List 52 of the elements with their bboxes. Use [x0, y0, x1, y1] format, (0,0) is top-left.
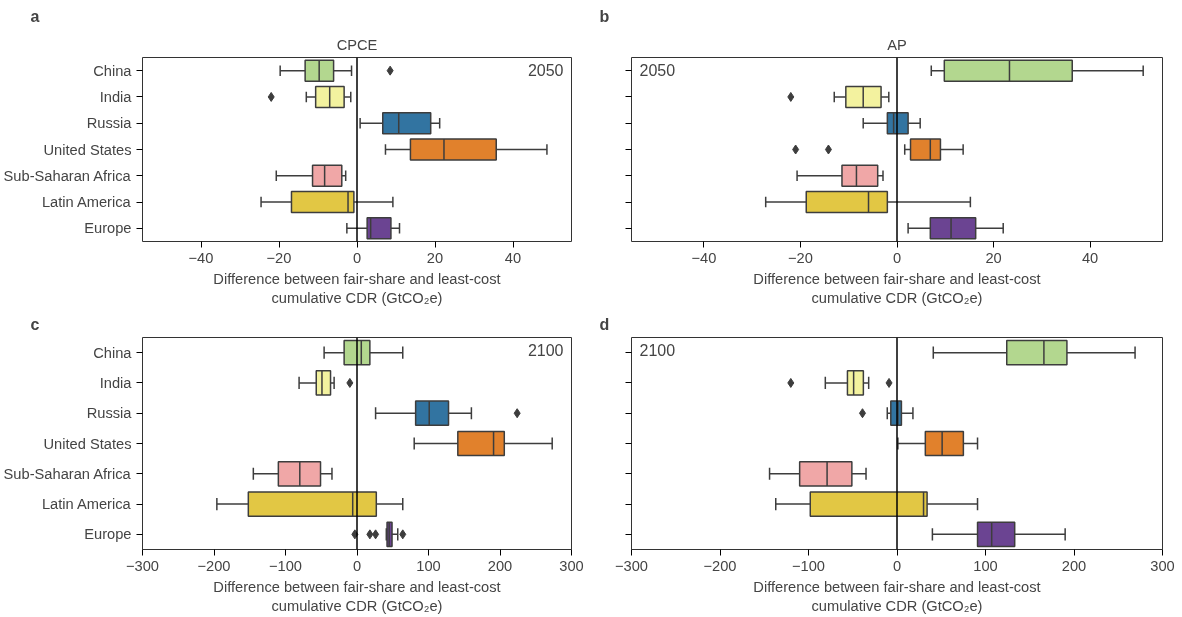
text: d: [599, 315, 610, 333]
x-axis-title: Difference between fair-share and least-cost cumulative CDR (GtCO₂e): [753, 578, 1041, 614]
annotation: 2050: [639, 61, 676, 79]
x-axis-title: Difference between fair-share and least-cost cumulative CDR (GtCO₂e): [213, 270, 501, 306]
y-tick-label: Latin America: [41, 194, 132, 211]
text: a: [30, 7, 40, 25]
y-tick-label: United States: [43, 435, 132, 452]
y-tick-label: United States: [43, 141, 132, 158]
text: c: [30, 315, 40, 333]
x-tick-label: 300: [1150, 557, 1175, 574]
x-tick-label: 0: [352, 557, 362, 574]
x-tick-label: 200: [1061, 557, 1087, 574]
y-tick-label: China: [93, 344, 133, 361]
x-tick-label: −300: [614, 557, 649, 574]
x-tick-label: 100: [973, 557, 998, 574]
x-tick-label: −40: [691, 249, 717, 266]
x-tick-label: 300: [559, 557, 584, 574]
x-tick-label: −300: [125, 557, 160, 574]
x-tick-label: −200: [703, 557, 737, 574]
x-tick-label: 20: [426, 249, 444, 266]
x-tick-label: −200: [197, 557, 231, 574]
x-tick-label: 200: [487, 557, 513, 574]
x-tick-label: 0: [892, 249, 902, 266]
chart-title: AP: [887, 36, 907, 53]
y-tick-label: Russia: [86, 405, 133, 422]
y-tick-label: Europe: [84, 526, 132, 543]
x-tick-label: −20: [788, 249, 813, 266]
annotation: 2100: [527, 341, 564, 359]
y-tick-label: India: [99, 88, 133, 105]
text: b: [599, 7, 610, 25]
x-tick-label: 40: [504, 249, 522, 266]
x-tick-label: 40: [1081, 249, 1099, 266]
x-tick-label: 0: [352, 249, 362, 266]
x-tick-label: −100: [791, 557, 826, 574]
y-tick-label: India: [99, 374, 133, 391]
x-tick-label: 20: [985, 249, 1002, 266]
annotation: 2100: [639, 341, 676, 359]
x-tick-label: 100: [416, 557, 441, 574]
x-axis-title: Difference between fair-share and least-cost cumulative CDR (GtCO₂e): [753, 270, 1041, 306]
y-tick-label: Russia: [86, 115, 133, 132]
x-tick-label: −40: [188, 249, 214, 266]
y-tick-label: China: [93, 62, 133, 79]
y-tick-label: Europe: [84, 220, 132, 237]
annotation: 2050: [527, 61, 564, 79]
x-tick-label: −100: [268, 557, 303, 574]
y-tick-label: Latin America: [41, 496, 132, 513]
y-tick-label: Sub-Saharan Africa: [3, 465, 132, 482]
x-tick-label: 0: [892, 557, 902, 574]
x-tick-label: −20: [266, 249, 292, 266]
chart-title: CPCE: [336, 36, 378, 53]
y-tick-label: Sub-Saharan Africa: [3, 167, 132, 184]
x-axis-title: Difference between fair-share and least-cost cumulative CDR (GtCO₂e): [213, 578, 501, 614]
